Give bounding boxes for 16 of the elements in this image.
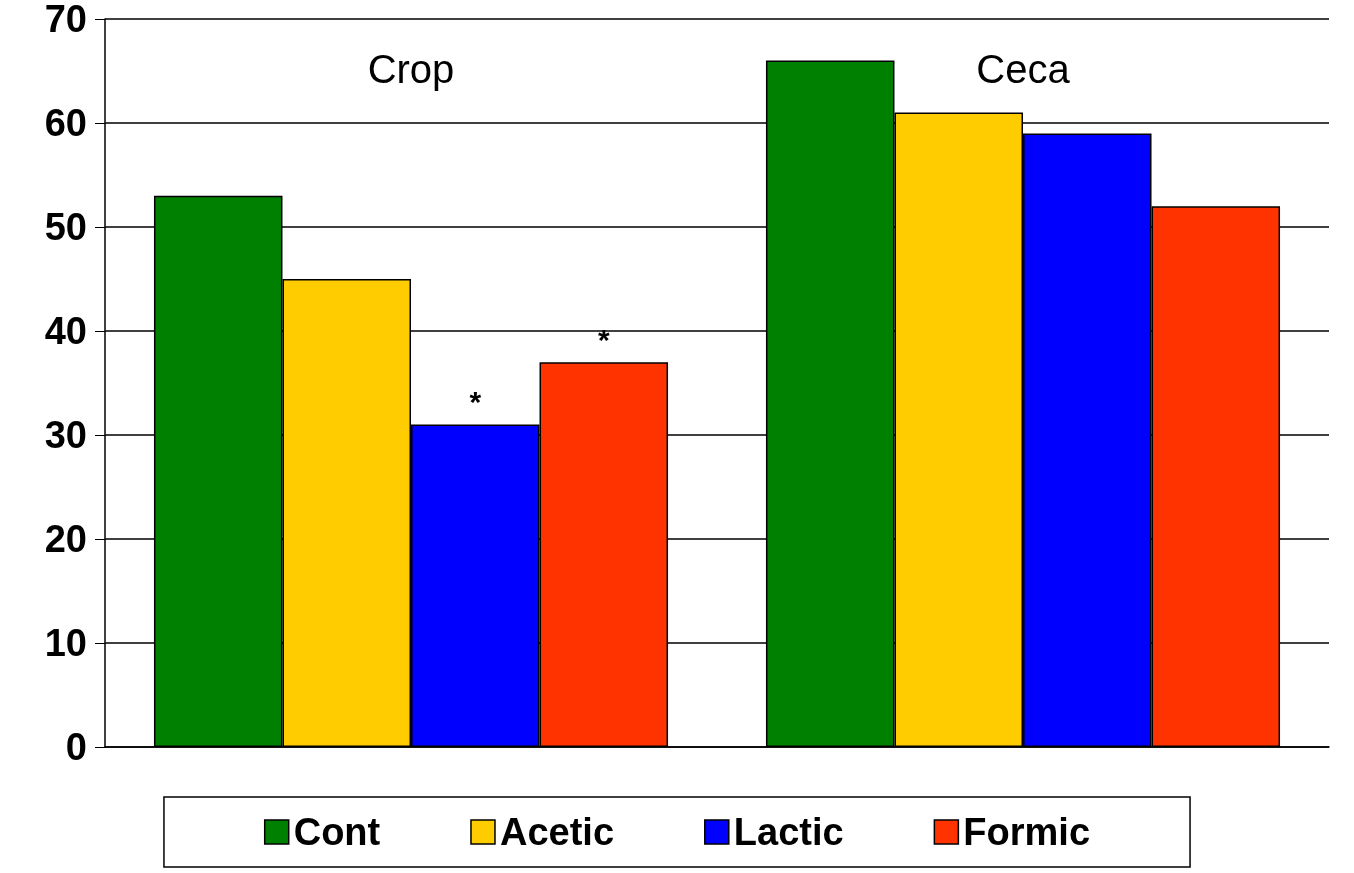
legend-label: Lactic: [733, 811, 844, 853]
y-tick-label: 40: [44, 310, 87, 352]
legend-label: Formic: [963, 811, 1091, 853]
x-tick-label: Crop: [367, 47, 455, 91]
y-tick-label: 30: [44, 414, 87, 456]
y-tick-label: 10: [44, 622, 87, 664]
legend-label: Cont: [293, 811, 381, 853]
data-label: *: [597, 322, 610, 356]
y-tick-label: 70: [44, 0, 87, 40]
legend-label: Acetic: [499, 811, 615, 853]
y-tick-label: 50: [44, 206, 87, 248]
data-label: *: [469, 385, 482, 419]
x-tick-label: Ceca: [976, 47, 1071, 91]
y-tick-label: 0: [65, 726, 87, 768]
y-tick-label: 60: [44, 102, 87, 144]
y-tick-label: 20: [44, 518, 87, 560]
